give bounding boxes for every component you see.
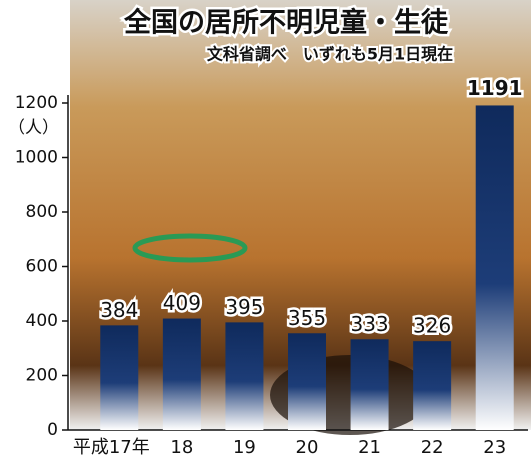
value-label: 1191 [467,76,523,100]
x-tick-label: 23 [483,437,506,458]
value-label: 409 [163,291,201,315]
x-tick-label: 21 [358,437,381,458]
value-label: 395 [225,295,263,319]
value-label: 355 [288,306,326,330]
y-tick-label: 200 [26,366,58,386]
y-tick-label: 400 [26,311,58,331]
bar [100,325,139,430]
value-label: 326 [413,314,451,338]
y-tick-label: 0 [47,420,58,440]
bar [288,333,326,430]
chart-subtitle: 文科省調べ いずれも5月1日現在 [207,45,453,64]
x-tick-label: 20 [296,437,319,458]
x-tick-label: 平成17年 [73,437,150,458]
hoop [132,233,248,263]
bar [350,339,389,430]
y-tick-label: 1000 [15,148,58,168]
value-label: 384 [100,298,138,322]
y-tick-label: 800 [26,202,58,222]
bar [162,318,201,430]
x-tick-label: 19 [233,437,256,458]
bar [225,322,264,430]
y-tick-label: 600 [26,257,58,277]
x-tick-label: 22 [421,437,444,458]
y-axis-label: （人） [8,118,59,138]
value-label: 333 [350,312,388,336]
chart-title: 全国の居所不明児童・生徒 [123,7,449,39]
y-tick-label: 1200 [15,93,58,113]
bar [475,105,514,430]
x-tick-label: 18 [170,437,193,458]
bar [413,341,452,430]
